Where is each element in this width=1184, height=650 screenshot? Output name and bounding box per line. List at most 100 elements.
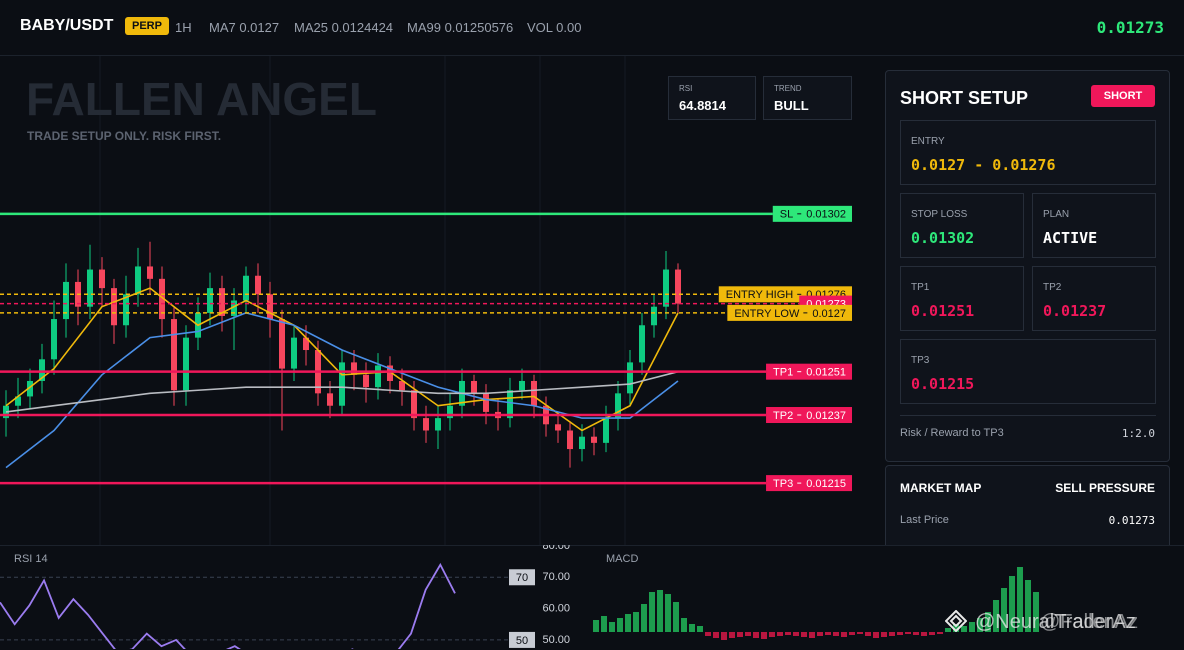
candle-body — [159, 278, 165, 320]
candle-body — [303, 337, 309, 351]
macd-bar — [897, 632, 903, 635]
rr-label: Risk / Reward to TP3 — [900, 427, 1004, 439]
setup-title: SHORT SETUP — [900, 88, 1029, 108]
macd-bar — [905, 632, 911, 634]
level-label-bg — [772, 205, 852, 222]
candle-body — [639, 325, 645, 363]
candle-body — [123, 294, 129, 326]
map-label: Last Price — [900, 514, 949, 526]
level-label-bg — [766, 363, 852, 380]
macd-bar — [825, 632, 831, 635]
map-status: SELL PRESSURE — [1055, 481, 1155, 495]
candle-body — [27, 380, 33, 397]
macd-bar — [889, 632, 895, 636]
card-label: TP1 — [911, 282, 930, 293]
macd-bar — [793, 632, 799, 636]
macd-bar — [969, 622, 975, 632]
last-price: 0.01273 — [1096, 18, 1164, 37]
macd-bar — [1009, 576, 1015, 632]
macd-bar — [937, 632, 943, 634]
indicator: VOL 0.00 — [527, 20, 582, 35]
macd-bar — [913, 632, 919, 635]
candle-body — [519, 380, 525, 391]
candle-body — [483, 393, 489, 412]
stat-label: RSI — [679, 84, 693, 93]
rr-value: 1:2.0 — [1121, 427, 1155, 440]
candle-body — [267, 294, 273, 320]
level-label: TP1 — [773, 367, 793, 379]
macd-bar — [705, 632, 711, 636]
macd-bar — [921, 632, 927, 636]
macd-bar — [713, 632, 719, 638]
tp-card: TP1 0.01251 — [900, 266, 1024, 331]
level-label-bg — [727, 304, 852, 321]
level-label: ENTRY HIGH — [726, 289, 793, 301]
macd-bar — [769, 632, 775, 637]
level-box — [509, 569, 535, 586]
rsi-line — [0, 562, 456, 649]
rsi-chart: RSI 14 80.00 70.00 60.00 50.00 70 50 — [0, 545, 570, 649]
divider — [900, 415, 1156, 416]
market-map: MARKET MAP SELL PRESSURE Last Price 0.01… — [885, 465, 1170, 555]
macd-bar — [601, 616, 607, 632]
candle-body — [567, 430, 573, 450]
macd-bar — [657, 590, 663, 632]
macd-bar — [849, 632, 855, 635]
candle-body — [147, 266, 153, 279]
candle-body — [279, 319, 285, 369]
candle-body — [183, 337, 189, 391]
macd-bar — [801, 632, 807, 637]
watermark-title: FALLEN ANGEL — [26, 73, 377, 125]
macd-bar — [1033, 592, 1039, 632]
candle-body — [435, 418, 441, 431]
candle-body — [99, 269, 105, 289]
candle-body — [591, 436, 597, 443]
candle-body — [387, 365, 393, 381]
level-label: ENTRY LOW — [734, 308, 800, 320]
candle-body — [255, 275, 261, 295]
candle-body — [363, 374, 369, 388]
rsi-title: RSI 14 — [14, 553, 48, 565]
macd-bar — [609, 622, 615, 632]
indicator-area — [0, 545, 1184, 650]
timeframe[interactable]: 1H — [175, 20, 192, 35]
macd-bar — [881, 632, 887, 637]
stat-value: BULL — [774, 98, 809, 113]
macd-bar — [985, 612, 991, 632]
candle-body — [615, 393, 621, 419]
level-value: 0.01251 — [806, 367, 846, 379]
level-label: 50 — [516, 635, 528, 647]
card-value: 0.01302 — [911, 229, 975, 247]
card-label: ENTRY — [911, 136, 945, 147]
macd-bar — [1025, 580, 1031, 632]
macd-bar — [617, 618, 623, 632]
macd-title: MACD — [606, 553, 638, 565]
macd-bar — [993, 600, 999, 632]
plan-card: PLAN ACTIVE — [1032, 193, 1156, 258]
level-label-bg — [766, 407, 852, 424]
price-chart: FALLEN ANGEL TRADE SETUP ONLY. RISK FIRS… — [0, 56, 852, 545]
level-value: 0.01237 — [806, 410, 846, 422]
candle-body — [219, 288, 225, 316]
card-label: TP3 — [911, 355, 930, 366]
candle-body — [171, 319, 177, 391]
entry-card: ENTRY 0.0127 - 0.01276 — [900, 120, 1156, 185]
candle-body — [423, 418, 429, 431]
moving-average — [5, 287, 679, 432]
credit: @NeuralTraderAz — [975, 611, 1136, 633]
macd-bar — [737, 632, 743, 637]
stat-label: TREND — [774, 84, 802, 93]
candle-body — [663, 269, 669, 307]
level-label: TP3 — [773, 478, 793, 490]
candle-body — [555, 424, 561, 431]
tp-card: TP3 0.01215 — [900, 339, 1156, 404]
macd-bar — [745, 632, 751, 636]
candle-body — [627, 362, 633, 394]
top-bar: BABY/USDT PERP 1H MA7 0.0127 MA25 0.0124… — [0, 0, 1184, 56]
logo — [945, 610, 967, 632]
level-label: TP2 — [773, 410, 793, 422]
card-value: 0.01237 — [1043, 302, 1107, 320]
candle-body — [243, 275, 249, 301]
y-tick-label: 70.00 — [542, 571, 570, 583]
card-value: 0.01251 — [911, 302, 975, 320]
